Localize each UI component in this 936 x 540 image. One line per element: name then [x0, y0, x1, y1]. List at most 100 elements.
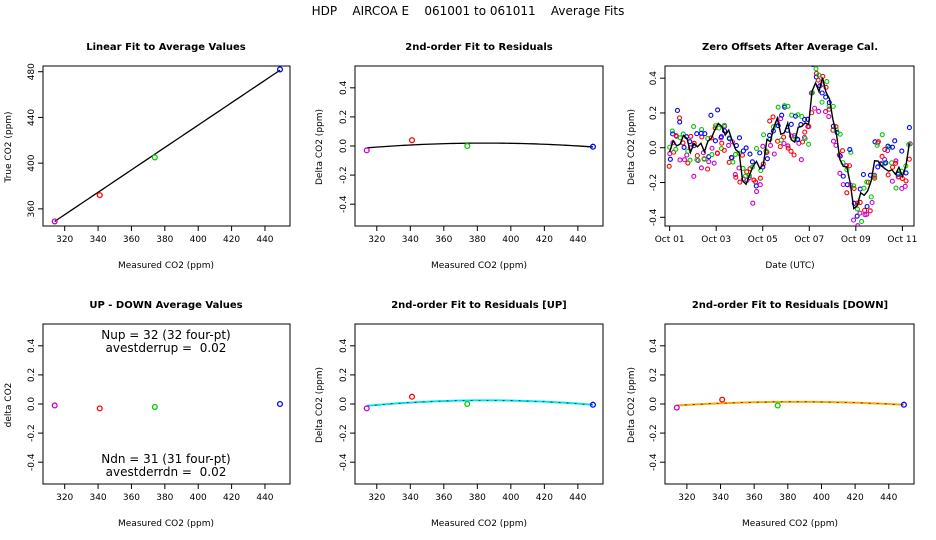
offset-point [736, 135, 743, 141]
offset-point [879, 153, 885, 159]
offset-point [705, 166, 711, 172]
x-tick-label: 400 [502, 493, 519, 503]
x-tick-label: 420 [536, 493, 553, 503]
y-tick-label: 0.4 [339, 80, 349, 95]
offset-point [785, 103, 791, 109]
offset-point [753, 183, 759, 189]
offset-point [770, 114, 776, 120]
offset-point [779, 112, 785, 118]
offset-point [875, 164, 881, 170]
offset-point [899, 148, 905, 154]
y-tick-label: -0.4 [649, 453, 659, 471]
x-tick-label: 420 [847, 493, 864, 503]
plot-area [51, 400, 284, 412]
p6-plot: 320 340 360 380 400 420 440 -0.4 -0.2 0.0 0.2 0.4 [649, 323, 915, 503]
x-tick-label: 380 [156, 493, 173, 503]
offset-point [666, 163, 672, 169]
offset-point [895, 171, 901, 177]
offset-point [883, 160, 889, 166]
y-tick-label: 0.0 [339, 397, 349, 412]
data-point [151, 154, 158, 161]
offset-point [681, 157, 688, 163]
y-tick-label: 0.2 [339, 368, 349, 382]
x-tick-label: 320 [56, 235, 73, 245]
offset-point [872, 139, 878, 145]
y-axis-label: Delta CO2 (ppm) [627, 109, 637, 185]
x-tick-label: Oct 09 [841, 235, 871, 245]
offset-point [860, 171, 866, 178]
offset-point [688, 133, 694, 139]
offset-point [819, 99, 825, 105]
panel-up-down: UP - DOWN Average Values Measured CO2 (p… [4, 300, 243, 529]
offset-point [799, 113, 805, 120]
offset-point [777, 144, 783, 150]
offset-point [848, 149, 854, 155]
offset-point [826, 113, 832, 120]
x-tick-label: 320 [368, 493, 385, 503]
x-tick-label: 360 [435, 235, 452, 245]
offset-point [749, 159, 755, 165]
x-tick-label: 380 [469, 235, 486, 245]
offset-point [718, 134, 724, 140]
offset-point [823, 94, 829, 100]
offset-point [874, 142, 880, 148]
offset-point [737, 179, 743, 185]
offset-point [879, 132, 885, 138]
y-tick-label: 0.4 [649, 338, 659, 353]
offset-point [892, 138, 898, 144]
panel-title: 2nd-order Fit to Residuals [405, 42, 553, 53]
y-tick-label: -0.4 [339, 195, 349, 213]
data-point [774, 402, 781, 409]
data-point [464, 400, 471, 408]
offset-point [785, 145, 791, 151]
offset-point [861, 185, 867, 191]
avestderrdn-annotation: avestderrdn = 0.02 [106, 465, 227, 479]
offset-point [802, 129, 808, 135]
offset-point [732, 172, 738, 178]
p1-plot: 320 340 360 380 400 420 440 360 400 440 480 [27, 63, 291, 245]
offset-point [872, 174, 878, 180]
offset-point [743, 145, 749, 151]
offset-point [709, 145, 715, 151]
offset-point [750, 200, 756, 206]
offset-point [867, 208, 873, 214]
data-point [464, 142, 471, 150]
p3-plot: Oct 01 Oct 03 Oct 05 Oct 07 Oct 09 Oct 11 -0.4… [649, 65, 917, 245]
offset-point [844, 182, 850, 188]
mean-offset-line [668, 77, 911, 210]
offset-point [760, 143, 766, 149]
x-tick-label: Oct 03 [701, 235, 731, 245]
offset-point [864, 211, 870, 217]
y-axis-label: delta CO2 [4, 383, 14, 428]
offset-point [802, 116, 808, 123]
x-axis-label: Measured CO2 (ppm) [118, 519, 214, 529]
avestderrup-annotation: avestderrup = 0.02 [106, 341, 227, 355]
x-tick-label: 340 [89, 493, 106, 503]
offset-point [889, 178, 895, 184]
offset-point [862, 207, 868, 213]
data-point [673, 404, 680, 411]
offset-point [833, 124, 839, 130]
offset-point [822, 109, 829, 115]
x-tick-label: 360 [435, 493, 452, 503]
offset-point [754, 188, 760, 195]
offset-point [712, 138, 718, 144]
offset-point [674, 107, 681, 114]
x-tick-label: 340 [402, 235, 419, 245]
offset-point [781, 134, 787, 140]
offset-point [778, 137, 784, 143]
y-tick-label: 0.2 [649, 106, 659, 120]
plot-frame [42, 65, 291, 227]
offset-point [691, 173, 697, 179]
offset-point [816, 108, 822, 114]
x-tick-label: 340 [89, 235, 106, 245]
y-tick-label: 0.0 [649, 397, 659, 412]
offset-point [882, 147, 888, 153]
offset-point [771, 151, 777, 157]
offset-point [669, 128, 675, 134]
offset-point [830, 103, 836, 109]
plot-area [673, 396, 907, 411]
y-tick-label: 0.0 [649, 140, 659, 155]
y-tick-label: -0.2 [27, 424, 37, 442]
